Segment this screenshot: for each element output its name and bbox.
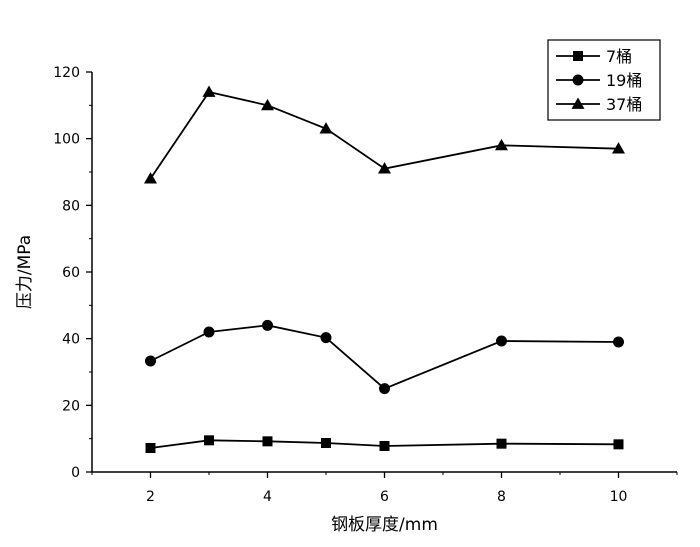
data-point-square xyxy=(145,443,156,453)
legend: 7桶 19桶 37桶 xyxy=(547,39,661,121)
y-tick-label: 40 xyxy=(62,332,80,348)
data-point-triangle xyxy=(261,98,274,111)
y-tick-label: 80 xyxy=(62,198,80,214)
x-tick-label: 4 xyxy=(263,489,272,505)
data-point-circle xyxy=(613,336,624,348)
y-ticks: 0 20 40 60 80 100 120 xyxy=(53,65,92,481)
data-point-square xyxy=(573,51,583,61)
series-layer xyxy=(144,85,625,453)
data-point-square xyxy=(204,435,214,446)
series-circle xyxy=(145,319,624,395)
x-axis-title: 钢板厚度/mm xyxy=(331,515,438,535)
x-tick-label: 10 xyxy=(610,489,628,505)
data-point-square xyxy=(613,439,624,450)
y-tick-label: 120 xyxy=(53,65,80,81)
y-tick-label: 20 xyxy=(62,398,80,414)
x-tick-label: 8 xyxy=(497,489,506,505)
series-line xyxy=(150,324,619,390)
data-point-triangle xyxy=(144,172,157,184)
data-point-circle xyxy=(379,383,390,395)
data-point-circle xyxy=(572,74,584,86)
legend-label: 7桶 xyxy=(606,47,632,66)
legend-item: 19桶 xyxy=(556,71,642,90)
data-point-circle xyxy=(145,355,156,367)
data-point-triangle xyxy=(202,85,216,97)
y-tick-label: 0 xyxy=(71,465,80,481)
x-tick-label: 6 xyxy=(380,489,389,505)
series-square xyxy=(145,435,624,453)
y-tick-label: 60 xyxy=(62,265,80,281)
axes xyxy=(91,72,677,473)
legend-item: 37桶 xyxy=(556,95,642,114)
data-point-triangle xyxy=(378,162,391,174)
data-point-triangle xyxy=(319,122,333,134)
x-tick-label: 2 xyxy=(146,489,155,505)
data-point-triangle xyxy=(612,142,625,154)
legend-item: 7桶 xyxy=(556,47,632,66)
data-point-circle xyxy=(496,335,507,347)
data-point-square xyxy=(321,438,331,448)
data-point-triangle xyxy=(495,138,508,151)
data-point-triangle xyxy=(571,97,585,109)
data-point-square xyxy=(262,436,273,447)
data-point-square xyxy=(379,441,390,451)
data-point-square xyxy=(496,438,507,449)
legend-label: 19桶 xyxy=(606,71,642,90)
data-point-circle xyxy=(320,332,332,344)
y-axis-title: 压力/MPa xyxy=(15,235,35,309)
x-ticks: 2 4 6 8 10 xyxy=(91,472,678,505)
series-triangle xyxy=(144,85,625,184)
data-point-circle xyxy=(203,326,215,338)
legend-label: 37桶 xyxy=(606,95,642,114)
y-tick-label: 100 xyxy=(53,132,80,148)
data-point-circle xyxy=(262,319,273,331)
